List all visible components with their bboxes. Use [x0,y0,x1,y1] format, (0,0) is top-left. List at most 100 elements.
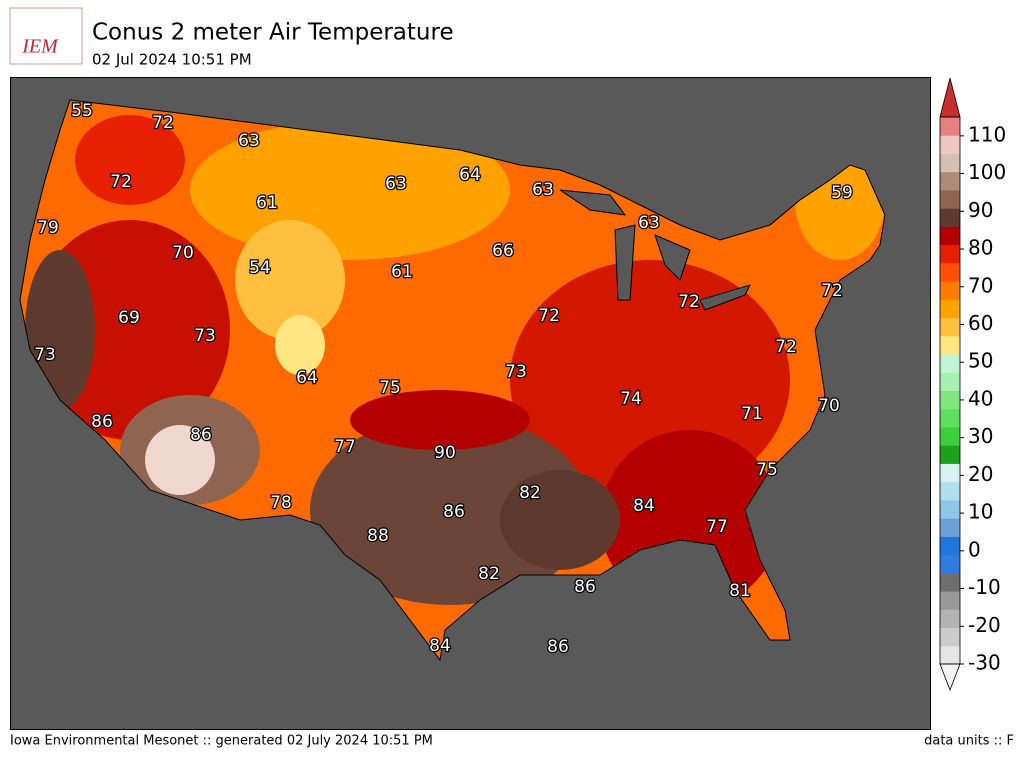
colorbar-tick-label: 110 [968,122,1006,146]
colorbar-swatch [940,317,960,337]
colorbar-swatch [940,208,960,227]
colorbar-tick-label: 20 [968,462,993,486]
colorbar-tick-label: 100 [968,160,1006,184]
station-label: 64 [459,165,481,185]
station-label: 86 [190,425,212,445]
great-lakes [559,189,751,311]
colorbar-tick-label: 80 [968,236,993,260]
colorbar-swatch [940,499,960,519]
station-label: 86 [443,502,465,522]
colorbar-swatch [940,554,960,574]
station-label: 78 [270,493,292,513]
colorbar-swatch [940,645,960,665]
colorbar-tick-label: -20 [968,613,1001,637]
station-label: 54 [249,258,271,278]
colorbar-swatch [940,609,960,629]
station-label: 61 [391,262,413,282]
colorbar-swatch [940,226,960,246]
colorbar-swatch [940,117,960,136]
station-label: 86 [547,637,569,657]
colorbar-swatch [940,481,960,501]
station-label: 72 [775,337,797,357]
station-label: 73 [194,326,216,346]
station-label: 82 [478,564,500,584]
temperature-field [20,100,885,660]
station-label: 72 [538,306,560,326]
colorbar-tick-label: 50 [968,349,993,373]
colorbar-swatch [940,135,960,154]
colorbar-swatch [940,445,960,464]
station-label: 73 [34,345,56,365]
colorbar-swatch [940,244,960,264]
colorbar-over [939,77,961,118]
colorbar-tick-label: 70 [968,273,993,297]
station-label: 66 [492,241,514,261]
station-label: 77 [706,517,728,537]
station-label: 72 [152,113,174,133]
colorbar-tick-label: -30 [968,651,1001,675]
station-label: 64 [296,368,318,388]
title: Conus 2 meter Air Temperature [92,20,454,46]
station-label: 74 [620,389,642,409]
colorbar-tick-label: 30 [968,424,993,448]
colorbar-swatch [940,171,960,191]
footer-right: data units :: F [924,734,1014,749]
colorbar-tick-label: 40 [968,386,993,410]
colorbar-swatch [940,299,960,319]
station-label: 86 [574,577,596,597]
colorbar-swatch [940,354,960,373]
logo: IEM [9,7,83,65]
colorbar-swatch [940,335,960,355]
colorbar-swatch [940,372,960,391]
colorbar-swatch [940,518,960,537]
station-label: 63 [385,174,407,194]
station-label: 71 [741,404,763,424]
colorbar-tick-label: 60 [968,311,993,335]
colorbar-swatch [940,536,960,556]
colorbar-tick-label: 0 [968,537,981,561]
colorbar-swatch [940,426,960,446]
station-label: 75 [756,460,778,480]
station-label: 84 [429,636,451,656]
colorbar-swatch [940,408,960,428]
subtitle: 02 Jul 2024 10:51 PM [92,51,252,69]
station-label: 72 [110,172,132,192]
logo-text: IEM [21,36,59,58]
colorbar-swatch [940,281,960,300]
station-label: 79 [37,218,59,238]
station-label: 59 [831,183,853,203]
station-label: 69 [118,308,140,328]
colorbar-swatch [940,572,960,592]
station-label: 73 [505,362,527,382]
colorbar-swatch [940,627,960,647]
colorbar-under [939,663,961,692]
colorbar-swatch [940,463,960,483]
colorbar-frame [939,116,961,665]
footer-left: Iowa Environmental Mesonet :: generated … [10,734,433,749]
colorbar-swatch [940,153,960,173]
station-label: 70 [818,396,840,416]
station-label: 90 [434,443,456,463]
colorbar-tick-label: 10 [968,500,993,524]
station-label: 75 [379,378,401,398]
colorbar-swatch [940,591,960,610]
colorbar-swatch [940,262,960,282]
colorbar-swatch [940,390,960,410]
station-label: 72 [678,292,700,312]
station-label: 70 [172,243,194,263]
station-label: 72 [821,281,843,301]
station-label: 86 [91,412,113,432]
station-label: 63 [532,180,554,200]
colorbar-tick-label: 90 [968,198,993,222]
station-label: 81 [729,581,751,601]
colorbar-swatch [940,189,960,209]
station-label: 63 [238,131,260,151]
colorbar-tick-label: -10 [968,575,1001,599]
station-label: 55 [71,101,93,121]
station-label: 63 [638,213,660,233]
station-label: 82 [519,483,541,503]
station-label: 77 [334,437,356,457]
station-label: 61 [256,193,278,213]
station-label: 88 [367,526,389,546]
